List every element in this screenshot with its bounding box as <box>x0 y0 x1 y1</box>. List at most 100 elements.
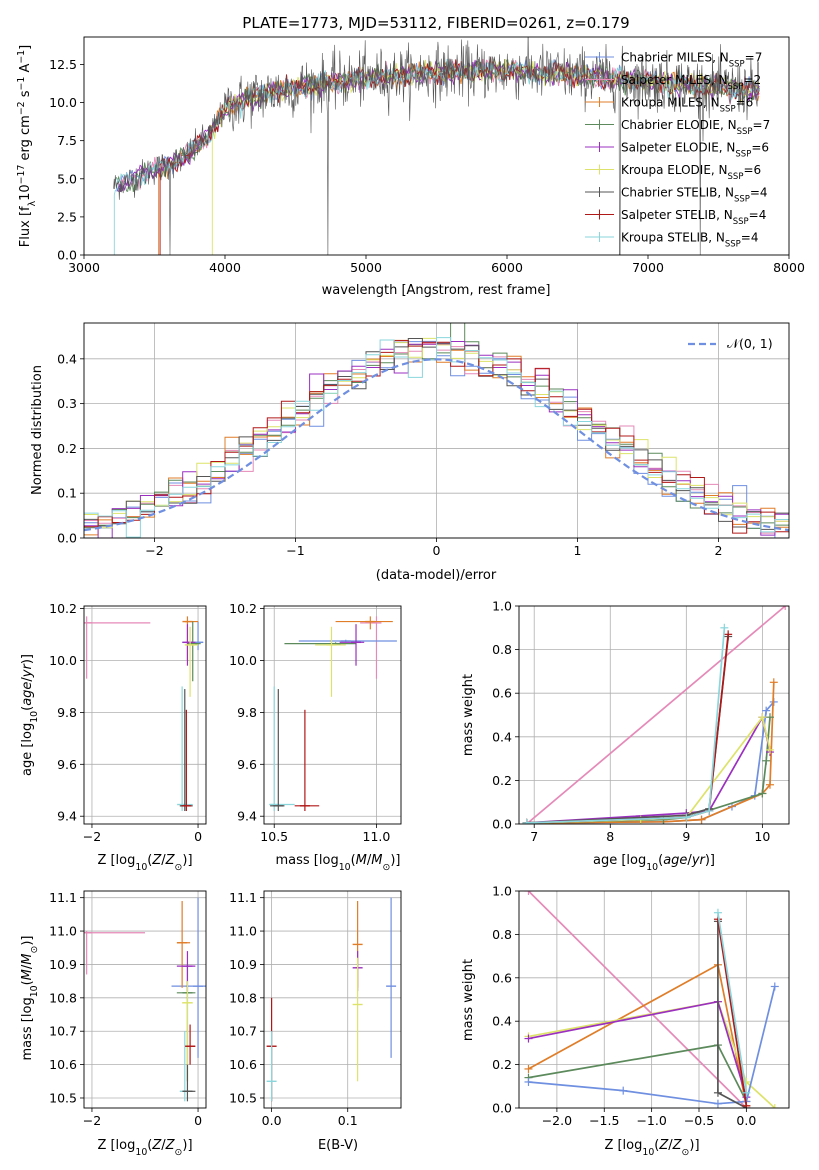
y-tick-label: 1.0 <box>492 884 512 899</box>
x-tick-label: −1 <box>286 543 304 558</box>
weight-series <box>522 606 789 824</box>
data-point <box>181 709 192 812</box>
label-part: Z <box>165 853 176 868</box>
x-axis-label: (data-model)/error <box>376 568 497 583</box>
legend-label: Chabrier MILES, NSSP=7 <box>621 51 762 70</box>
data-point <box>184 626 199 697</box>
data-point <box>177 686 193 812</box>
legend-sub: SSP <box>735 150 751 160</box>
axes-frame <box>83 890 207 1109</box>
label-part: ⊙ <box>383 862 391 873</box>
label-part: ( <box>351 853 356 868</box>
axes-residual_hist: −2 −1 0 1 2 0.0 0.1 0.2 0.3 0.4 𝒩(0, 1) (data-model… <box>30 322 790 583</box>
axes-spectrum: 3000 4000 5000 6000 7000 8000 0.0 2.5 5.0 7.5 10.0… <box>16 36 805 298</box>
weight-series <box>522 713 774 824</box>
label-part: Z <box>165 1138 176 1153</box>
legend-label: Kroupa STELIB, NSSP=4 <box>621 231 759 250</box>
x-tick-label: 0.0 <box>262 1113 282 1128</box>
x-tick-label: 0.1 <box>338 1113 358 1128</box>
data-point <box>339 624 365 666</box>
data-point <box>84 931 145 975</box>
label-part: −17 <box>16 165 27 185</box>
y-tick-label: 9.4 <box>57 809 77 824</box>
weight-line <box>528 1000 776 1108</box>
label-part: )] <box>705 853 715 868</box>
label-part: ⊙ <box>29 946 40 954</box>
label-part: )] <box>182 1138 192 1153</box>
y-tick-label: 0.8 <box>492 927 512 942</box>
x-tick-label: 7000 <box>632 260 664 275</box>
x-axis-label: Z [log10(Z/Z⊙)] <box>97 1138 192 1158</box>
y-tick-label: 10.8 <box>229 990 257 1005</box>
plot-area-age_vs_mass <box>269 616 397 812</box>
y-tick-label: 0.0 <box>492 817 512 832</box>
label-part: −1 <box>16 50 27 64</box>
legend-text: Chabrier MILES, N <box>621 51 729 65</box>
weight-line <box>526 627 726 824</box>
data-point <box>176 901 191 988</box>
y-tick-label: 10.5 <box>49 1090 77 1105</box>
weight-series <box>522 678 778 824</box>
axes-frame <box>83 36 790 256</box>
label-part: 10 <box>29 711 40 723</box>
label-part: )] <box>390 853 400 868</box>
legend-text: Kroupa ELODIE, N <box>621 163 728 177</box>
weight-line <box>527 891 747 1108</box>
x-tick-label: 5000 <box>350 260 382 275</box>
axes-weight_vs_Z: −2.0 −1.5 −1.0 −0.5 0.0 0.0 0.2 0.4 0.6 0.8 1.0 Z [… <box>461 884 790 1158</box>
data-point <box>335 616 393 630</box>
model-spectrum-line <box>159 57 760 255</box>
weight-series <box>524 1041 751 1106</box>
axes-mass_vs_Z: −2 010.510.610.710.810.911.011.1Z [log10(… <box>20 890 207 1158</box>
x-tick-label: −2 <box>83 829 101 844</box>
x-tick-label: 1 <box>574 543 582 558</box>
label-part: / <box>668 1138 673 1153</box>
y-axis-label: mass weight <box>461 959 476 1041</box>
y-tick-label: 10.0 <box>49 653 77 668</box>
weight-line <box>526 634 730 824</box>
label-part: ( <box>147 1138 152 1153</box>
label-part: 10 <box>646 862 658 873</box>
x-axis-label: mass [log10(M/M⊙)] <box>276 853 401 873</box>
weight-series <box>524 891 751 1108</box>
label-part: 10 <box>642 1147 654 1158</box>
y-axis-label: mass weight <box>461 674 476 756</box>
histogram-series <box>84 337 789 538</box>
label-part: M <box>20 969 35 980</box>
legend-suffix: =6 <box>743 163 761 177</box>
label-part: mass [log <box>20 997 35 1060</box>
y-tick-label: 10.0 <box>49 95 77 110</box>
y-tick-label: 2.5 <box>57 209 77 224</box>
data-point <box>182 1064 196 1102</box>
legend-sub: SSP <box>728 82 744 92</box>
x-tick-label: 3000 <box>68 260 100 275</box>
legend-label: Salpeter ELODIE, NSSP=6 <box>621 141 769 160</box>
y-tick-label: 1.0 <box>492 599 512 614</box>
legend-suffix: =6 <box>751 141 769 155</box>
axes-frame <box>263 605 402 825</box>
label-part: 10 <box>29 985 40 997</box>
legend-label: Salpeter MILES, NSSP=2 <box>621 73 761 92</box>
plot-area-weight_vs_age <box>522 606 789 824</box>
label-part: / <box>161 853 166 868</box>
legend-sub: SSP <box>729 60 745 70</box>
weight-series <box>713 915 751 1108</box>
weight-line <box>526 606 786 824</box>
axes-age_vs_Z: −2 09.49.69.810.010.2Z [log10(Z/Z⊙)]age [… <box>20 601 207 873</box>
data-point <box>360 616 382 679</box>
label-part: / <box>161 1138 166 1153</box>
label-part: M <box>356 853 367 868</box>
label-part: λ <box>27 200 38 206</box>
y-tick-label: 0.4 <box>492 729 512 744</box>
figure-title: PLATE=1773, MJD=53112, FIBERID=0261, z=0… <box>242 14 629 32</box>
label-part: A <box>18 64 33 77</box>
x-tick-label: 10.5 <box>260 829 288 844</box>
y-tick-label: 10.8 <box>49 990 77 1005</box>
axes-frame <box>83 605 207 825</box>
label-part: M <box>371 853 382 868</box>
data-point <box>84 616 151 679</box>
y-tick-label: 10.6 <box>229 1057 257 1072</box>
label-part: 10 <box>135 1147 147 1158</box>
y-tick-label: 9.8 <box>237 705 257 720</box>
